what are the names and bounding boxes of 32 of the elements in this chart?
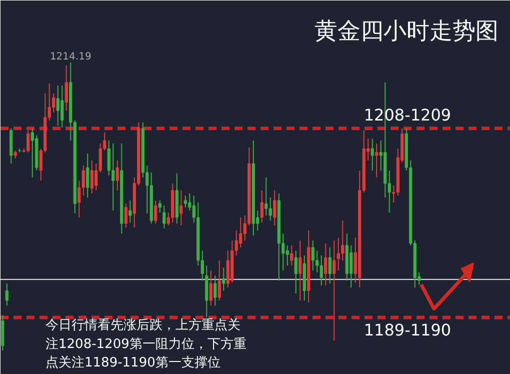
candlestick [86, 153, 90, 198]
candlestick [124, 203, 128, 228]
candlestick [222, 267, 226, 292]
candlestick [64, 64, 68, 112]
candlestick [370, 138, 374, 171]
candlestick [154, 200, 158, 224]
chart-title: 黄金四小时走势图 [314, 18, 498, 44]
candlestick [260, 190, 264, 224]
candlestick [290, 244, 294, 266]
candlestick [116, 160, 119, 191]
candlestick [218, 260, 221, 301]
annotation: 1214.19 [50, 51, 92, 62]
candlestick [264, 176, 268, 216]
candlestick [128, 200, 132, 224]
candlestick [328, 246, 332, 284]
candlestick [180, 190, 183, 226]
candlestick [332, 240, 336, 341]
candlestick [298, 240, 302, 301]
candlestick [294, 250, 298, 294]
annotation: 今日行情看先涨后跌，上方重点关注1208-1209第一阻力位，下方重点关注1189-1190第一支撑位 [46, 317, 246, 370]
candlestick [273, 190, 276, 226]
candlestick [5, 282, 8, 306]
candlestick [320, 255, 323, 286]
annotation: 1189-1190 [364, 320, 452, 340]
candlestick [158, 200, 162, 214]
candlestick [209, 270, 212, 306]
candlestick [214, 275, 217, 306]
candlestick [162, 205, 166, 229]
candlestick [268, 197, 272, 222]
candlestick [286, 244, 289, 266]
candlestick [375, 142, 378, 178]
candlestick [324, 242, 328, 286]
